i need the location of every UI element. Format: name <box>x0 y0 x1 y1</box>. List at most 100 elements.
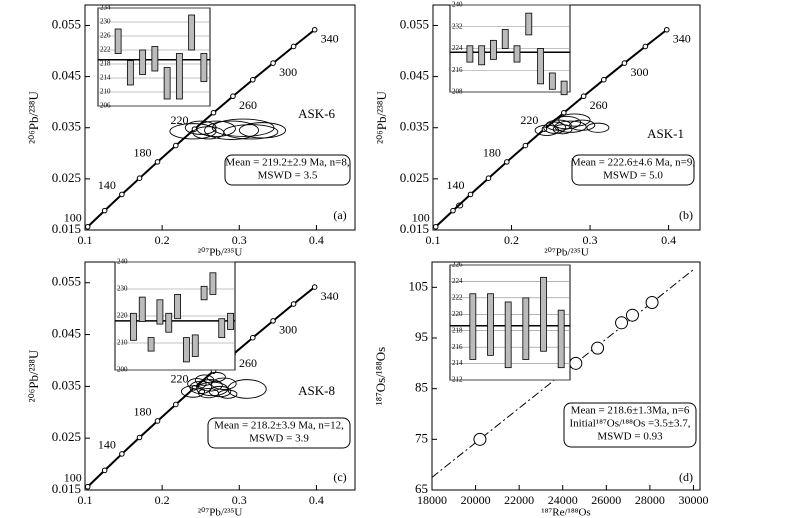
y-tick-label: 0.015 <box>400 221 429 236</box>
age-marker <box>467 191 474 198</box>
inset-tick-label: 230 <box>100 18 111 26</box>
error-ellipse <box>204 120 260 140</box>
age-label: 340 <box>321 289 339 303</box>
x-axis-label: ¹⁸⁷Re/¹⁸⁸Os <box>541 507 590 518</box>
error-ellipse <box>456 202 464 209</box>
age-marker <box>580 93 587 100</box>
panel-label: (d) <box>679 470 693 484</box>
inset-tick-label: 208 <box>452 88 463 96</box>
age-marker <box>311 284 318 290</box>
age-label: 260 <box>239 98 257 112</box>
panel-label: (a) <box>333 208 346 222</box>
inset-tick-label: 212 <box>452 376 463 384</box>
inset-tick-label: 222 <box>452 293 463 301</box>
data-point <box>645 296 659 310</box>
y-tick-label: 0.035 <box>400 119 429 134</box>
age-label: 260 <box>590 98 608 112</box>
inset-tick-label: 226 <box>452 261 463 269</box>
age-label: 140 <box>447 178 465 192</box>
inset-age-bar <box>525 12 533 36</box>
annotation-text: Mean = 222.6±4.6 Ma, n=9, <box>571 157 695 169</box>
inset-age-bar <box>200 53 208 82</box>
y-axis-label: ²⁰⁶Pb/²³⁸U <box>26 91 41 144</box>
age-marker <box>270 318 276 324</box>
inset-age-bar <box>138 296 146 322</box>
inset-age-bar <box>501 29 509 49</box>
age-label: 300 <box>630 65 648 79</box>
error-ellipse <box>558 113 591 127</box>
annotation-text: Mean = 219.2±2.9 Ma, n=8, <box>225 157 349 169</box>
data-point <box>569 356 583 370</box>
x-tick-label: 20000 <box>461 493 491 507</box>
inset-age-bar <box>156 299 164 325</box>
age-marker <box>311 26 318 33</box>
inset-tick-label: 218 <box>452 326 463 334</box>
error-ellipse <box>211 377 237 390</box>
inset-age-bar <box>175 53 183 100</box>
y-axis-label: ¹⁸⁷Os/¹⁸⁸Os <box>373 347 388 405</box>
y-tick-label: 0.015 <box>52 481 81 496</box>
data-point <box>625 308 639 322</box>
age-marker <box>172 401 179 408</box>
inset-age-bar <box>478 45 486 66</box>
inset-age-bar <box>537 48 544 85</box>
inset-age-bar <box>227 312 234 330</box>
age-marker <box>84 483 91 490</box>
age-marker <box>249 334 256 341</box>
x-tick-label: 22000 <box>504 493 534 507</box>
inset-age-bar <box>174 293 181 320</box>
x-tick-label: 18000 <box>417 493 447 507</box>
error-ellipse <box>197 379 223 392</box>
annotation-text: MSWD = 0.93 <box>597 431 663 443</box>
age-label: 220 <box>520 113 538 127</box>
sample-label: ASK-8 <box>298 383 335 398</box>
inset-tick-label: 220 <box>452 310 463 318</box>
inset-tick-label: 216 <box>452 343 463 351</box>
inset-age-bar <box>139 49 147 75</box>
x-tick-label: 0.3 <box>583 233 598 247</box>
age-marker <box>642 43 649 50</box>
inset-age-bar <box>183 337 190 363</box>
error-ellipse <box>180 385 206 398</box>
age-marker <box>154 418 161 424</box>
error-ellipse <box>206 371 226 383</box>
annotation-box <box>571 154 695 186</box>
inset-age-bar <box>188 14 196 51</box>
error-ellipse <box>543 121 567 134</box>
plot-frame <box>431 261 701 491</box>
panel-label: (c) <box>333 470 346 484</box>
y-axis-label: ²⁰⁶Pb/²³⁸U <box>26 349 41 402</box>
inset-tick-label: 224 <box>452 44 463 52</box>
inset-tick-label: 200 <box>117 366 128 374</box>
inset-tick-label: 226 <box>100 32 111 40</box>
inset-age-bar <box>165 312 173 333</box>
y-tick-label: 105 <box>409 278 429 293</box>
inset-age-bar <box>466 45 474 63</box>
data-point <box>615 316 629 330</box>
age-marker <box>601 76 607 83</box>
y-tick-label: 85 <box>415 380 428 395</box>
x-tick-label: 0.2 <box>155 493 170 507</box>
age-marker <box>432 223 439 230</box>
y-tick-label: 0.035 <box>52 119 81 134</box>
x-tick-label: 30000 <box>678 493 708 507</box>
inset-age-bar <box>504 301 512 369</box>
age-marker <box>172 142 179 149</box>
age-marker <box>485 175 492 181</box>
age-marker <box>290 43 297 50</box>
annotation-text: MSWD = 3.5 <box>258 170 318 182</box>
data-point <box>473 432 487 446</box>
age-label: 180 <box>134 146 152 160</box>
error-ellipse <box>586 122 610 133</box>
age-marker <box>230 93 236 100</box>
annotation-text: Initial¹⁸⁷Os/¹⁸⁸Os =3.5±3.7, <box>570 418 691 430</box>
age-marker <box>84 223 91 230</box>
age-label: 100 <box>64 211 82 225</box>
y-tick-label: 0.055 <box>52 16 81 31</box>
annotation-text: Mean = 218.2±3.9 Ma, n=12, <box>214 420 344 432</box>
age-label: 220 <box>170 113 188 127</box>
y-tick-label: 95 <box>415 329 428 344</box>
inset-age-bar <box>130 312 137 341</box>
age-marker <box>101 467 108 474</box>
